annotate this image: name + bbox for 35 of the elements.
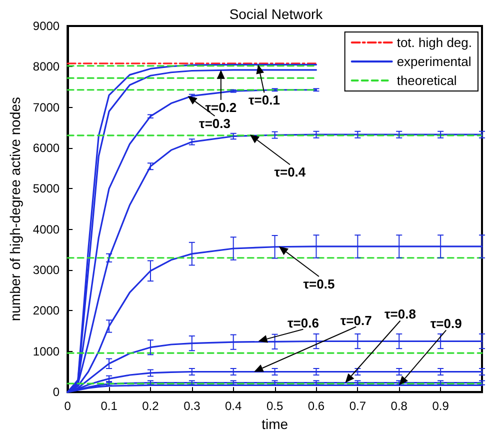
annotation: τ=0.1: [248, 92, 280, 108]
x-tick-label: 0.2: [142, 399, 160, 414]
y-tick-label: 2000: [32, 304, 60, 318]
annotation: τ=0.2: [205, 100, 237, 115]
annotation: τ=0.9: [430, 316, 462, 332]
legend-label: experimental: [396, 54, 472, 69]
x-axis-title: time: [262, 416, 288, 432]
annotation: τ=0.7: [340, 312, 372, 328]
annotation: τ=0.3: [199, 116, 231, 131]
x-tick-label: 0.6: [308, 399, 325, 414]
y-tick-label: 9000: [32, 19, 60, 33]
x-tick-label: 0.5: [266, 399, 284, 414]
x-tick-label: 0.1: [100, 399, 118, 414]
y-tick-label: 0: [52, 385, 60, 400]
y-tick-label: 3000: [32, 263, 60, 278]
y-tick-label: 1000: [32, 344, 60, 358]
legend-label: tot. high deg.: [396, 35, 472, 50]
chart-title: Social Network: [229, 6, 324, 22]
x-tick-label: 0.8: [390, 399, 408, 414]
legend-label: theoretical: [396, 73, 457, 88]
annotation: τ=0.5: [303, 276, 335, 292]
y-axis-title: number of high-degree active nodes: [7, 96, 23, 322]
y-tick-label: 4000: [32, 222, 60, 236]
x-tick-label: 0.7: [349, 399, 366, 414]
annotation: τ=0.6: [287, 315, 319, 330]
y-tick-label: 6000: [32, 141, 60, 156]
x-tick-label: 0.4: [225, 399, 242, 414]
x-tick-label: 0: [64, 399, 72, 414]
annotation: τ=0.8: [384, 306, 416, 322]
x-tick-label: 0.9: [432, 399, 450, 414]
annotation: τ=0.4: [274, 164, 306, 180]
x-tick-label: 0.3: [184, 399, 201, 414]
y-tick-label: 7000: [32, 100, 60, 114]
y-tick-label: 5000: [32, 182, 60, 196]
y-tick-label: 8000: [32, 60, 60, 74]
